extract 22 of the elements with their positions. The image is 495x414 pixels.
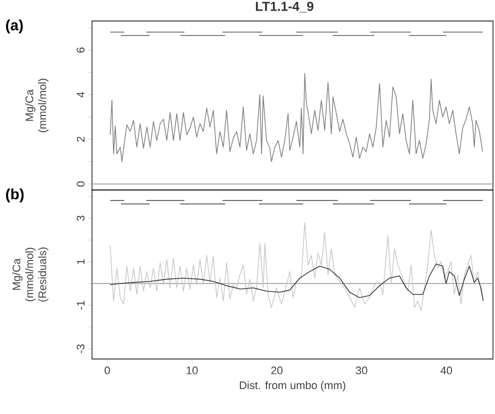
line-series bbox=[110, 73, 483, 162]
y-tick-label: 0 bbox=[76, 181, 84, 187]
chart-title: LT1.1-4_9 bbox=[256, 2, 314, 12]
x-tick-label: 30 bbox=[356, 366, 368, 374]
x-axis-title: Dist. from umbo (mm) bbox=[240, 381, 346, 392]
y-axis-title: Mg/Ca (mmol/mol) bbox=[25, 78, 48, 132]
y-tick-label: 3 bbox=[76, 216, 84, 221]
y-tick-label: 6 bbox=[76, 47, 84, 52]
y-tick-label: 1 bbox=[76, 259, 84, 264]
text: (b) bbox=[6, 188, 24, 202]
y-tick-label: -1 bbox=[76, 300, 84, 310]
line-series bbox=[110, 222, 483, 312]
y-tick-label: 4 bbox=[76, 92, 84, 98]
x-tick-label: 0 bbox=[104, 366, 110, 374]
y-tick-label: 2 bbox=[76, 136, 84, 142]
text: (a) bbox=[6, 19, 23, 34]
line-series bbox=[110, 264, 484, 302]
y-tick-label: -3 bbox=[76, 344, 84, 354]
y-axis-title: Mg/Ca (mmol/mol) (Residuals) bbox=[12, 247, 48, 302]
x-tick-label: 20 bbox=[271, 366, 282, 374]
x-tick-label: 10 bbox=[186, 366, 198, 374]
x-tick-label: 40 bbox=[440, 366, 452, 374]
